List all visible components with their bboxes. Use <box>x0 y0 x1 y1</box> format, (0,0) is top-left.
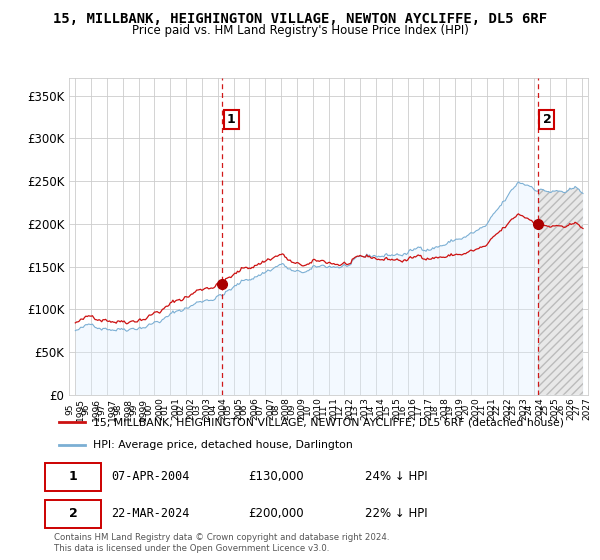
Text: HPI: Average price, detached house, Darlington: HPI: Average price, detached house, Darl… <box>93 440 353 450</box>
FancyBboxPatch shape <box>46 500 101 528</box>
Text: 07-APR-2004: 07-APR-2004 <box>112 470 190 483</box>
Text: 1: 1 <box>69 470 77 483</box>
Text: 2: 2 <box>542 113 551 126</box>
Text: 22% ↓ HPI: 22% ↓ HPI <box>365 507 427 520</box>
Text: 2: 2 <box>69 507 77 520</box>
Text: 15, MILLBANK, HEIGHINGTON VILLAGE, NEWTON AYCLIFFE, DL5 6RF (detached house): 15, MILLBANK, HEIGHINGTON VILLAGE, NEWTO… <box>93 417 564 427</box>
Text: Contains HM Land Registry data © Crown copyright and database right 2024.
This d: Contains HM Land Registry data © Crown c… <box>54 533 389 553</box>
Text: 1: 1 <box>227 113 236 126</box>
Text: 24% ↓ HPI: 24% ↓ HPI <box>365 470 427 483</box>
Text: 22-MAR-2024: 22-MAR-2024 <box>112 507 190 520</box>
Text: Price paid vs. HM Land Registry's House Price Index (HPI): Price paid vs. HM Land Registry's House … <box>131 24 469 37</box>
FancyBboxPatch shape <box>46 463 101 491</box>
Text: £200,000: £200,000 <box>248 507 304 520</box>
Text: £130,000: £130,000 <box>248 470 304 483</box>
Text: 15, MILLBANK, HEIGHINGTON VILLAGE, NEWTON AYCLIFFE, DL5 6RF: 15, MILLBANK, HEIGHINGTON VILLAGE, NEWTO… <box>53 12 547 26</box>
